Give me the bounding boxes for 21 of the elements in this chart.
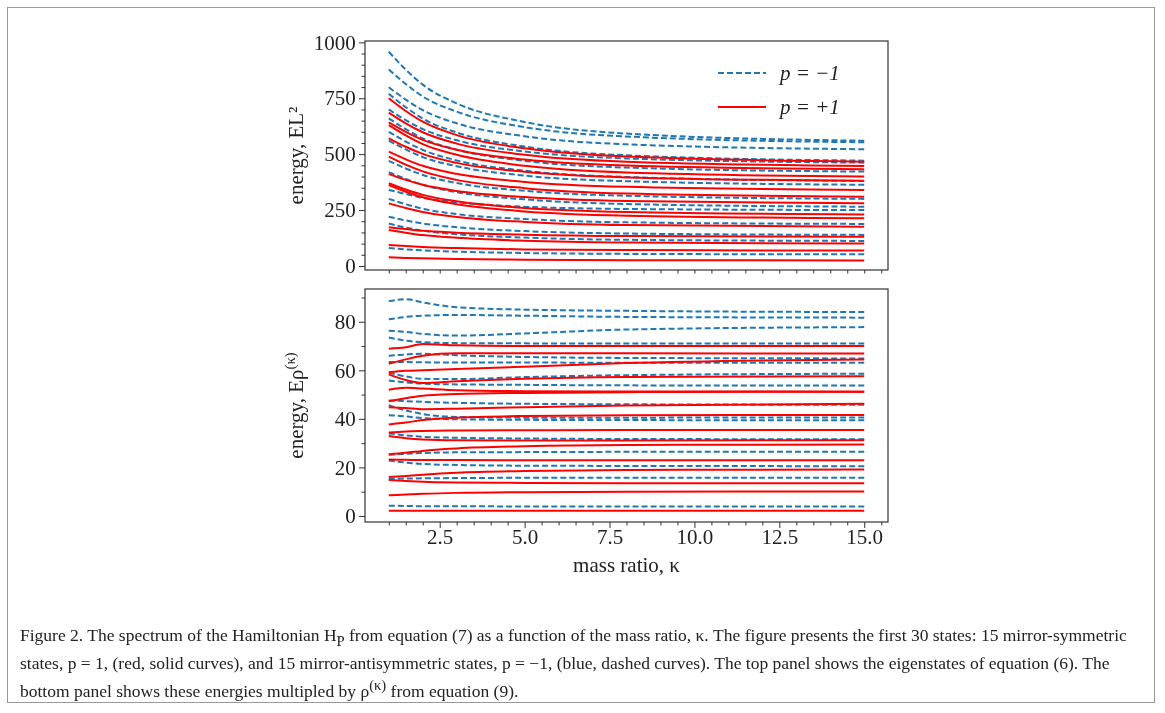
- y-tick-label: 250: [324, 198, 356, 223]
- y-tick-label: 1000: [313, 30, 356, 55]
- x-tick-label: 5.0: [511, 524, 539, 549]
- y-tick-label: 0: [345, 504, 356, 529]
- x-tick-label: 2.5: [427, 524, 454, 549]
- y-tick-label: 60: [334, 358, 356, 383]
- y-axis-title: energy, EL²: [284, 106, 308, 205]
- y-tick-label: 750: [324, 86, 356, 111]
- legend-label: p = −1: [778, 61, 840, 85]
- y-tick-label: 40: [334, 407, 356, 432]
- x-tick-label: 12.5: [761, 524, 799, 549]
- y-tick-label: 0: [345, 254, 356, 279]
- x-tick-label: 10.0: [676, 524, 714, 549]
- y-tick-label: 20: [334, 455, 356, 480]
- x-tick-label: 7.5: [596, 524, 624, 549]
- legend-label: p = +1: [778, 95, 840, 119]
- y-tick-label: 500: [324, 142, 356, 167]
- x-tick-label: 15.0: [846, 524, 884, 549]
- x-axis-title: mass ratio, κ: [573, 553, 681, 577]
- y-tick-label: 80: [334, 309, 356, 334]
- caption: Figure 2. The spectrum of the Hamiltonian H$_{P}$ from equation (7) as a function of the mass ratio, κ. The figure presents the first 30 states: 15 mirror-symmetric states, p = 1, (red, solid curves), and 15 mirror-antisymmetric states, p = −1, (blue, dashed curves). The top panel shows the eigenstates of equation (6). The bottom panel shows these energies multipled by ρ$^{(κ)}$ from equation (9).: [20, 624, 1128, 702]
